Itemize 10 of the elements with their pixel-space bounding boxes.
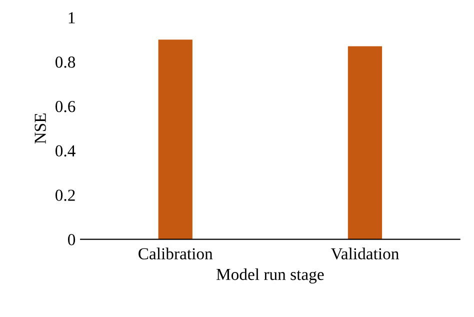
y-tick-label: 0.6 [56,100,76,112]
y-tick-label: 0.8 [56,56,76,68]
x-tick-label: Calibration [138,248,213,260]
y-tick-label: 0 [68,234,76,246]
y-tick-label: 1 [68,12,75,24]
x-tick-label: Validation [330,248,399,260]
y-axis-title: NSE [34,113,46,144]
y-tick-label: 0.4 [56,145,76,157]
y-tick-label: 0.2 [56,190,75,201]
x-axis-title: Model run stage [216,268,324,284]
